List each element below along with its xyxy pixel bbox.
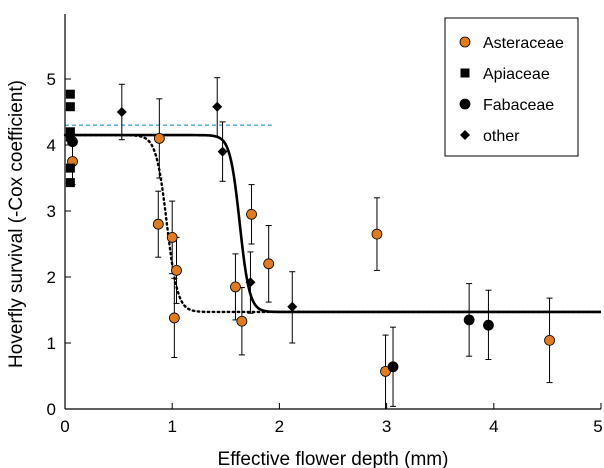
y-tick-label: 1 bbox=[47, 334, 56, 353]
data-point-fabaceae bbox=[463, 314, 475, 326]
axes: 0 1 2 3 4 5 0 1 2 3 4 5 bbox=[47, 14, 603, 436]
plot-area bbox=[63, 77, 603, 410]
data-point-apiaceae bbox=[65, 89, 75, 99]
data-point-other bbox=[116, 107, 127, 117]
data-point-apiaceae bbox=[65, 178, 75, 188]
data-point-apiaceae bbox=[65, 127, 75, 137]
y-axis-title: Hoverfly survival (-Cox coefficient) bbox=[6, 80, 27, 368]
legend-marker-fabaceae bbox=[459, 98, 471, 110]
y-tick-label: 0 bbox=[47, 400, 56, 419]
data-point-asteraceae bbox=[246, 208, 257, 220]
fit-curve-dotted bbox=[63, 133, 603, 314]
y-tick-label: 5 bbox=[47, 70, 56, 89]
data-point-asteraceae bbox=[263, 258, 275, 270]
data-point-fabaceae bbox=[67, 136, 78, 148]
x-tick-label: 2 bbox=[275, 417, 284, 436]
data-point-other bbox=[212, 101, 223, 112]
x-tick-label: 5 bbox=[593, 417, 602, 436]
legend-label-fabaceae: Fabaceae bbox=[483, 97, 554, 114]
legend-marker-other bbox=[460, 130, 470, 140]
data-point-apiaceae bbox=[65, 163, 75, 173]
x-tick-label: 4 bbox=[489, 417, 498, 436]
legend: Asteraceae Apiaceae Fabaceae other bbox=[444, 17, 579, 157]
data-point-asteraceae bbox=[544, 334, 555, 346]
data-point-fabaceae bbox=[483, 319, 494, 331]
y-tick-label: 3 bbox=[47, 202, 56, 221]
x-tick-label: 0 bbox=[60, 417, 69, 436]
data-point-other bbox=[217, 146, 228, 157]
data-point-apiaceae bbox=[65, 102, 75, 112]
data-point-asteraceae bbox=[171, 264, 182, 276]
data-point-asteraceae bbox=[153, 132, 165, 144]
data-point-other bbox=[287, 301, 298, 312]
legend-label-apiaceae: Apiaceae bbox=[483, 66, 550, 83]
data-point-other bbox=[245, 277, 256, 288]
data-point-asteraceae bbox=[236, 315, 248, 327]
fit-curve-solid bbox=[65, 133, 601, 314]
data-point-asteraceae bbox=[230, 281, 241, 293]
y-tick-label: 2 bbox=[47, 268, 56, 287]
legend-label-other: other bbox=[483, 128, 520, 145]
x-tick-label: 1 bbox=[167, 417, 176, 436]
data-point-asteraceae bbox=[166, 231, 178, 243]
data-point-asteraceae bbox=[168, 312, 180, 324]
x-axis-title: Effective flower depth (mm) bbox=[218, 449, 449, 468]
x-tick-label: 3 bbox=[382, 417, 391, 436]
data-point-asteraceae bbox=[152, 218, 164, 230]
legend-marker-asteraceae bbox=[459, 36, 471, 48]
data-point-fabaceae bbox=[387, 361, 399, 373]
y-tick-label: 4 bbox=[47, 136, 56, 155]
data-point-asteraceae bbox=[371, 228, 383, 240]
legend-label-asteraceae: Asteraceae bbox=[483, 35, 564, 52]
legend-marker-apiaceae bbox=[460, 68, 470, 78]
